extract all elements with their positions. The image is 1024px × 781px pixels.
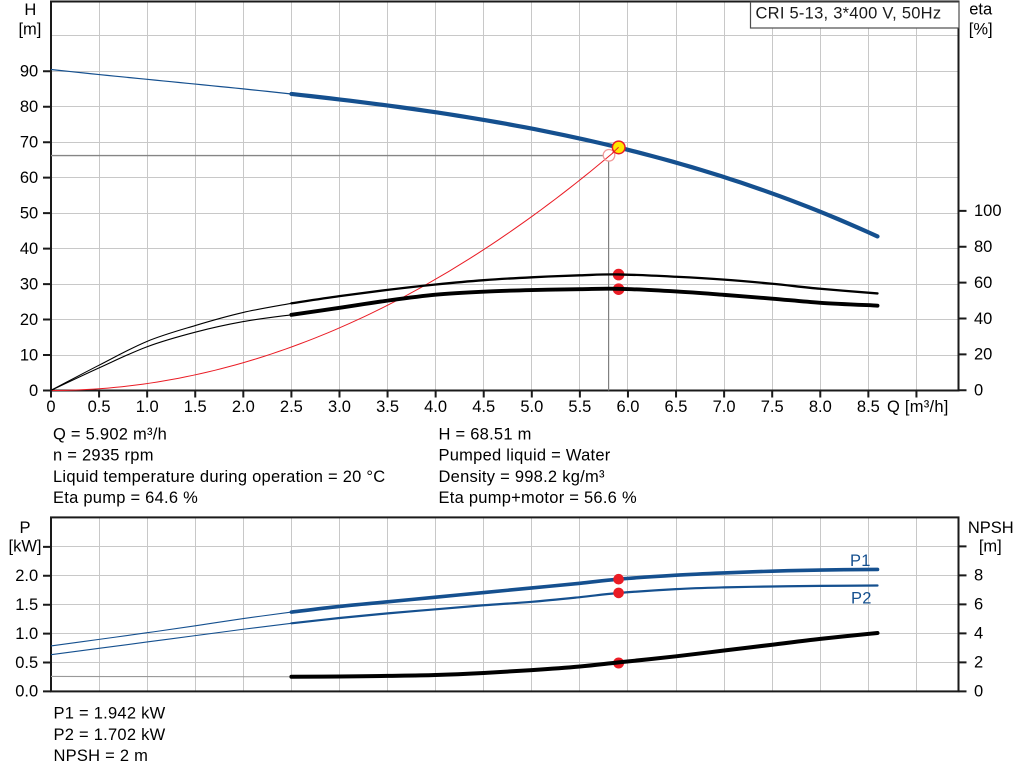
svg-text:5.5: 5.5 xyxy=(568,398,591,416)
svg-text:0.5: 0.5 xyxy=(88,398,111,416)
svg-text:90: 90 xyxy=(20,63,38,81)
svg-text:Q = 5.902 m³/h: Q = 5.902 m³/h xyxy=(53,425,167,443)
svg-text:NPSH = 2 m: NPSH = 2 m xyxy=(54,747,149,765)
svg-text:CRI 5-13, 3*400 V, 50Hz: CRI 5-13, 3*400 V, 50Hz xyxy=(756,4,942,22)
svg-text:H: H xyxy=(24,1,36,19)
svg-text:4.5: 4.5 xyxy=(472,398,495,416)
svg-text:1.0: 1.0 xyxy=(136,398,159,416)
svg-text:0: 0 xyxy=(29,382,38,400)
svg-text:3.0: 3.0 xyxy=(328,398,351,416)
svg-text:1.5: 1.5 xyxy=(15,596,38,614)
svg-text:100: 100 xyxy=(974,202,1002,220)
svg-text:10: 10 xyxy=(20,346,38,364)
svg-text:n = 2935 rpm: n = 2935 rpm xyxy=(53,447,154,465)
svg-text:1.5: 1.5 xyxy=(184,398,207,416)
svg-text:H = 68.51 m: H = 68.51 m xyxy=(439,425,532,443)
svg-text:NPSH: NPSH xyxy=(968,519,1014,537)
svg-text:6.5: 6.5 xyxy=(665,398,688,416)
svg-text:0: 0 xyxy=(974,382,983,400)
svg-text:Density = 998.2 kg/m³: Density = 998.2 kg/m³ xyxy=(439,468,605,486)
svg-text:P2 = 1.702 kW: P2 = 1.702 kW xyxy=(54,726,166,744)
svg-text:P2: P2 xyxy=(851,590,872,608)
svg-text:Eta pump = 64.6 %: Eta pump = 64.6 % xyxy=(53,489,198,507)
svg-text:0.0: 0.0 xyxy=(15,683,38,701)
svg-text:[kW]: [kW] xyxy=(9,538,42,556)
svg-text:70: 70 xyxy=(20,134,38,152)
svg-text:2.5: 2.5 xyxy=(280,398,303,416)
svg-text:6: 6 xyxy=(974,596,983,614)
svg-text:2.0: 2.0 xyxy=(15,567,38,585)
svg-text:0: 0 xyxy=(974,683,983,701)
svg-text:4: 4 xyxy=(974,625,983,643)
svg-text:20: 20 xyxy=(20,311,38,329)
svg-text:P1: P1 xyxy=(850,552,871,570)
svg-text:80: 80 xyxy=(974,238,992,256)
svg-text:20: 20 xyxy=(974,346,992,364)
svg-text:3.5: 3.5 xyxy=(376,398,399,416)
svg-text:Eta pump+motor = 56.6 %: Eta pump+motor = 56.6 % xyxy=(439,489,637,507)
svg-text:0.5: 0.5 xyxy=(15,654,38,672)
svg-text:Pumped liquid = Water: Pumped liquid = Water xyxy=(439,447,611,465)
svg-text:1.0: 1.0 xyxy=(15,625,38,643)
svg-text:2.0: 2.0 xyxy=(232,398,255,416)
svg-text:eta: eta xyxy=(969,1,993,19)
svg-text:[%]: [%] xyxy=(969,21,993,39)
svg-text:7.0: 7.0 xyxy=(713,398,736,416)
svg-text:[m]: [m] xyxy=(979,538,1002,556)
svg-text:30: 30 xyxy=(20,275,38,293)
svg-text:40: 40 xyxy=(974,310,992,328)
svg-text:8.5: 8.5 xyxy=(857,398,880,416)
svg-text:4.0: 4.0 xyxy=(424,398,447,416)
svg-text:5.0: 5.0 xyxy=(520,398,543,416)
svg-text:7.5: 7.5 xyxy=(761,398,784,416)
svg-text:50: 50 xyxy=(20,205,38,223)
svg-text:6.0: 6.0 xyxy=(617,398,640,416)
svg-text:Q [m³/h]: Q [m³/h] xyxy=(887,398,949,416)
svg-text:8.0: 8.0 xyxy=(809,398,832,416)
svg-text:60: 60 xyxy=(20,169,38,187)
svg-text:2: 2 xyxy=(974,654,983,672)
svg-text:60: 60 xyxy=(974,274,992,292)
svg-text:40: 40 xyxy=(20,240,38,258)
svg-text:[m]: [m] xyxy=(18,21,41,39)
svg-text:Liquid temperature during oper: Liquid temperature during operation = 20… xyxy=(53,468,385,486)
svg-text:8: 8 xyxy=(974,567,983,585)
svg-text:P: P xyxy=(19,519,30,537)
svg-text:80: 80 xyxy=(20,98,38,116)
svg-text:0: 0 xyxy=(46,398,55,416)
svg-text:P1 = 1.942 kW: P1 = 1.942 kW xyxy=(54,705,166,723)
